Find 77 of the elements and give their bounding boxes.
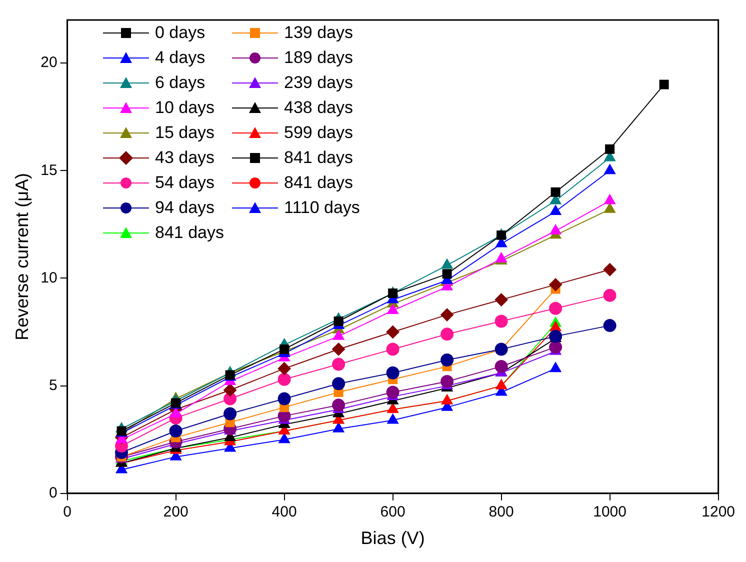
- legend-label: 4 days: [155, 47, 206, 69]
- y-tick-label: 15: [40, 162, 58, 179]
- legend-label: 0 days: [155, 22, 206, 44]
- x-tick-label: 0: [63, 504, 72, 521]
- point: [549, 302, 562, 315]
- legend-label: 841 days: [284, 172, 353, 194]
- point: [387, 414, 398, 424]
- point: [550, 224, 562, 234]
- y-tick-label: 10: [40, 269, 58, 286]
- point: [387, 304, 398, 314]
- legend-label: 841 days: [284, 147, 353, 169]
- legend-label: 10 days: [155, 97, 215, 119]
- legend-label: 6 days: [155, 72, 206, 94]
- point: [278, 433, 290, 444]
- x-tick-label: 600: [380, 504, 406, 521]
- legend-label: 841 days: [155, 222, 224, 244]
- legend-label: 54 days: [155, 172, 215, 194]
- x-tick-label: 1200: [702, 504, 736, 521]
- point: [278, 392, 291, 406]
- legend-label: 15 days: [155, 122, 215, 144]
- x-tick-label: 1000: [593, 504, 626, 521]
- point: [494, 293, 508, 306]
- y-tick-label: 0: [48, 484, 58, 502]
- legend-label: 438 days: [284, 97, 353, 119]
- point: [278, 372, 291, 386]
- point: [224, 384, 237, 397]
- point: [332, 377, 346, 390]
- point: [659, 80, 669, 90]
- point: [332, 398, 346, 412]
- point: [388, 288, 398, 298]
- point: [332, 330, 344, 340]
- point: [440, 375, 454, 388]
- legend-label: 43 days: [155, 147, 215, 169]
- point: [169, 424, 182, 438]
- point: [386, 342, 400, 356]
- point: [604, 164, 616, 174]
- y-tick-label: 5: [48, 376, 58, 394]
- legend-label: 599 days: [284, 122, 353, 144]
- point: [332, 422, 344, 432]
- point: [386, 326, 400, 339]
- x-tick-label: 400: [272, 504, 297, 521]
- point: [604, 202, 616, 213]
- point: [386, 366, 400, 380]
- point: [605, 144, 615, 154]
- legend-label: 189 days: [284, 47, 353, 69]
- legend-label: 239 days: [284, 72, 353, 94]
- point: [603, 319, 616, 332]
- point: [494, 314, 508, 328]
- point: [334, 316, 344, 326]
- x-axis-title: Bias (V): [360, 528, 425, 548]
- point: [549, 340, 562, 354]
- point: [224, 407, 237, 420]
- point: [604, 194, 616, 204]
- point: [441, 258, 453, 269]
- point: [440, 308, 454, 322]
- point: [332, 342, 346, 356]
- point: [278, 362, 291, 376]
- x-tick-label: 200: [163, 504, 188, 521]
- point: [549, 278, 562, 292]
- y-tick-label: 20: [40, 54, 58, 72]
- point: [440, 328, 454, 341]
- point: [550, 187, 560, 197]
- point: [170, 407, 182, 418]
- legend-label: 1110 days: [284, 197, 360, 219]
- point: [494, 360, 508, 373]
- x-tick-label: 800: [488, 504, 514, 521]
- point: [603, 288, 616, 302]
- point: [386, 386, 400, 399]
- point: [550, 205, 562, 216]
- point: [603, 263, 616, 276]
- point: [442, 269, 452, 279]
- point: [332, 358, 346, 371]
- y-axis-title: Reverse current (μA): [12, 172, 32, 340]
- legend-label: 94 days: [155, 197, 215, 219]
- point: [440, 353, 454, 366]
- legend-label: 139 days: [284, 22, 353, 44]
- point: [550, 362, 562, 372]
